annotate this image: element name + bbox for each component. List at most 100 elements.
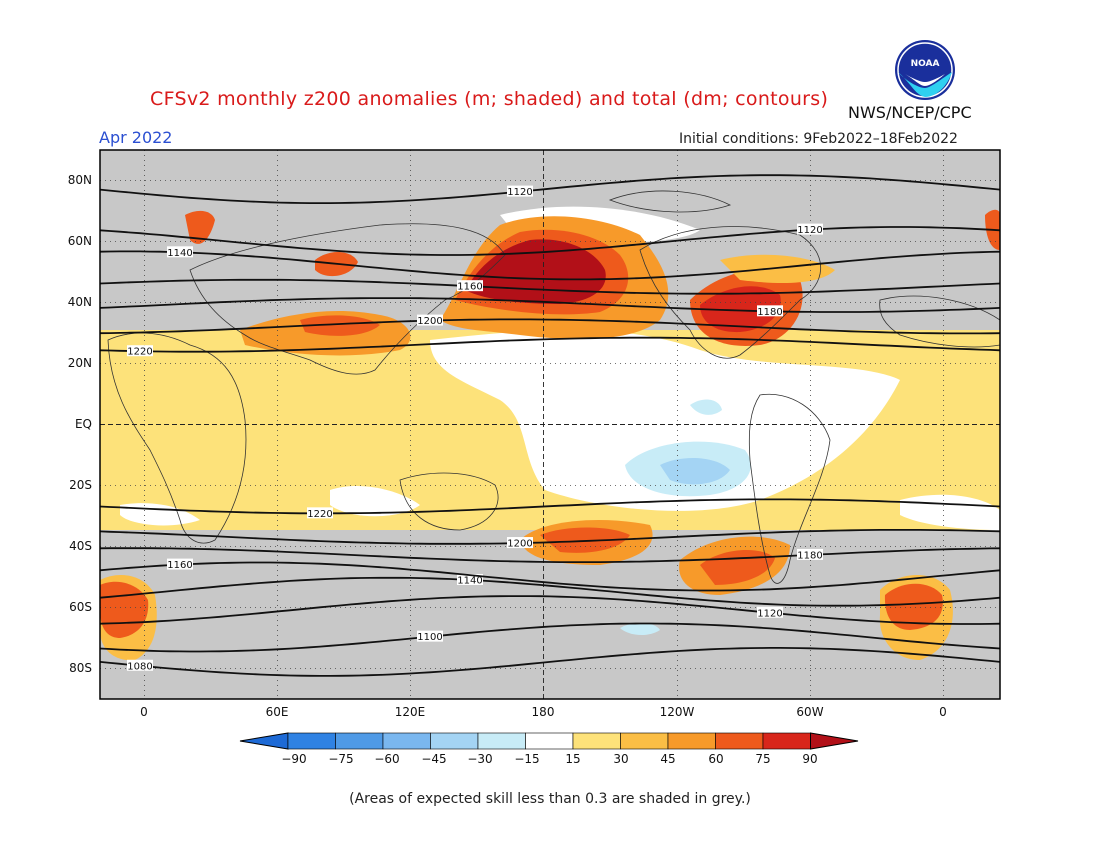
- contour-line: [100, 226, 1000, 256]
- contour-line: [100, 250, 1000, 281]
- contour-line: [100, 336, 1000, 353]
- graticule: [100, 150, 1000, 699]
- colorbar-label: −60: [374, 752, 399, 766]
- footnote: (Areas of expected skill less than 0.3 a…: [349, 791, 751, 807]
- colorbar-swatch: [525, 732, 574, 750]
- contour-label-bg: [757, 606, 783, 618]
- contour-label-bg: [307, 507, 333, 519]
- lon-tick-label: 120E: [395, 705, 426, 719]
- contour-label: 1160: [167, 560, 192, 571]
- colorbar-swatch: [667, 732, 716, 750]
- contour-line: [100, 278, 1000, 295]
- contour-line: [100, 297, 1000, 313]
- contour-label: 1180: [797, 550, 822, 561]
- contour-line: [100, 498, 1000, 515]
- contour-lines: 1080 1100 1120 1140 1160 1180 1200 1220 1220 1200…: [100, 174, 1000, 677]
- chart-title: CFSv2 monthly z200 anomalies (m; shaded)…: [150, 88, 829, 110]
- contour-label-bg: [167, 558, 193, 570]
- contour-label: 1140: [167, 248, 192, 259]
- forecast-month: Apr 2022: [99, 128, 173, 147]
- map-frame: [99, 149, 1001, 700]
- colorbar-label: 15: [565, 752, 580, 766]
- longitude-axis: 0 60E 120E 180 120W 60W 0: [140, 705, 947, 719]
- contour-label-bg: [797, 548, 823, 560]
- contour-label: 1180: [757, 307, 782, 318]
- equator-dateline: [100, 150, 1000, 699]
- contour-label-bg: [417, 314, 443, 326]
- lat-tick-label: 80N: [68, 173, 92, 187]
- lon-tick-label: 0: [140, 705, 148, 719]
- contour-line: [100, 547, 1000, 563]
- contour-label: 1120: [757, 608, 782, 619]
- map-area: 1080 1100 1120 1140 1160 1180 1200 1220 1220 1200…: [100, 150, 1000, 699]
- contour-label: 1120: [797, 225, 822, 236]
- contour-label-bg: [797, 223, 823, 235]
- colorbar-label: 45: [660, 752, 675, 766]
- contour-label: 1120: [507, 187, 532, 198]
- contour-label: 1140: [457, 575, 482, 586]
- colorbar-swatch: [572, 732, 621, 750]
- lon-tick-label: 0: [939, 705, 947, 719]
- contour-line: [100, 576, 1000, 607]
- contour-label: 1200: [507, 539, 532, 550]
- contour-label: 1220: [307, 509, 332, 520]
- lat-tick-label: 60S: [69, 600, 92, 614]
- contour-label-bg: [457, 280, 483, 292]
- colorbar-label: −30: [467, 752, 492, 766]
- colorbar-swatch: [762, 732, 811, 750]
- contour-label-bg: [457, 573, 483, 585]
- contour-line: [100, 318, 1000, 335]
- colorbar-label: −45: [421, 752, 446, 766]
- contour-label: 1080: [127, 661, 152, 672]
- contour-label-bg: [507, 185, 533, 197]
- colorbar-swatch: [477, 732, 526, 750]
- contour-line: [100, 622, 1000, 653]
- lat-tick-label: 60N: [68, 234, 92, 248]
- lat-tick-label: 40S: [69, 539, 92, 553]
- contour-label-bg: [507, 537, 533, 549]
- colorbar-swatch: [287, 732, 336, 750]
- contour-label-bg: [417, 630, 443, 642]
- contour-label: 1100: [417, 632, 442, 643]
- lon-tick-label: 60E: [266, 705, 289, 719]
- agency-label: NWS/NCEP/CPC: [848, 103, 972, 122]
- noaa-logo-text: NOAA: [911, 59, 940, 69]
- contour-line: [100, 561, 1000, 592]
- contour-line: [100, 647, 1000, 677]
- colorbar-label: −15: [514, 752, 539, 766]
- colorbar-arrow-high: [810, 732, 859, 750]
- contour-label: 1160: [457, 282, 482, 293]
- lon-tick-label: 120W: [660, 705, 695, 719]
- colorbar-label: −75: [328, 752, 353, 766]
- contour-label-bg: [757, 305, 783, 317]
- colorbar-label: 75: [755, 752, 770, 766]
- initial-conditions: Initial conditions: 9Feb2022–18Feb2022: [679, 131, 958, 147]
- colorbar-swatch: [620, 732, 669, 750]
- lat-tick-label: 20N: [68, 356, 92, 370]
- colorbar-label: 30: [613, 752, 628, 766]
- contour-label: 1220: [127, 347, 152, 358]
- contour-label-bg: [127, 345, 153, 357]
- lat-tick-label: 20S: [69, 478, 92, 492]
- colorbar-swatch: [335, 732, 384, 750]
- contour-line: [100, 595, 1000, 625]
- latitude-axis: 80N 60N 40N 20N EQ 20S 40S 60S 80S: [68, 173, 92, 675]
- noaa-logo: NOAA: [895, 40, 955, 100]
- lon-tick-label: 180: [532, 705, 555, 719]
- colorbar-swatch: [382, 732, 431, 750]
- lat-tick-label: EQ: [75, 417, 92, 431]
- contour-line: [100, 174, 1000, 204]
- colorbar-label: 60: [708, 752, 723, 766]
- colorbar: −90 −75 −60 −45 −30 −15 15 30 45 60 75 9…: [239, 732, 859, 766]
- contour-label-bg: [167, 246, 193, 258]
- lat-tick-label: 80S: [69, 661, 92, 675]
- colorbar-label: −90: [281, 752, 306, 766]
- contour-label-bg: [127, 659, 153, 671]
- lat-tick-label: 40N: [68, 295, 92, 309]
- colorbar-swatch: [715, 732, 764, 750]
- colorbar-swatch: [430, 732, 479, 750]
- colorbar-arrow-low: [239, 732, 289, 750]
- contour-label: 1200: [417, 316, 442, 327]
- lon-tick-label: 60W: [796, 705, 823, 719]
- contour-line: [100, 529, 1000, 545]
